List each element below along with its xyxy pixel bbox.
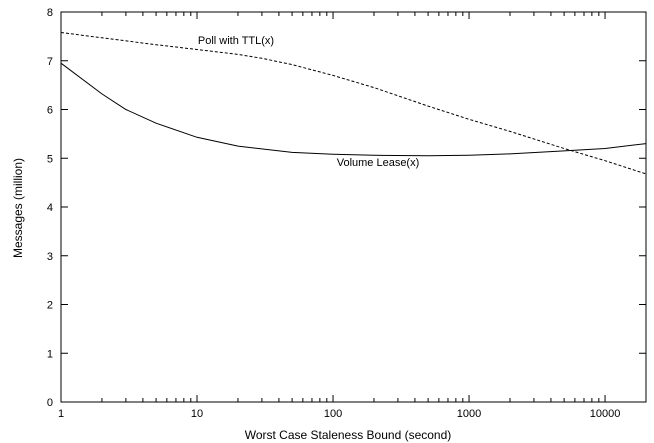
- x-tick-label: 1: [58, 408, 64, 420]
- y-axis: 0 1 2 3 4 5 6 7 8: [47, 7, 646, 409]
- series-label-poll-with-ttl: Poll with TTL(x): [198, 35, 274, 47]
- series-label-volume-lease: Volume Lease(x): [337, 157, 420, 169]
- y-tick-label: 7: [47, 56, 53, 68]
- y-tick-label: 6: [47, 105, 53, 117]
- plot-frame: [60, 11, 647, 403]
- x-tick-label: 1000: [457, 408, 481, 420]
- series-line-volume-lease: [60, 62, 647, 157]
- x-axis-label: Worst Case Staleness Bound (second): [245, 428, 452, 442]
- x-tick-label: 10: [191, 408, 203, 420]
- y-tick-label: 0: [47, 397, 53, 409]
- y-tick-label: 1: [47, 348, 53, 360]
- x-tick-label: 10000: [590, 408, 621, 420]
- y-tick-label: 3: [47, 251, 53, 263]
- series-layer: [60, 32, 647, 175]
- y-tick-label: 8: [47, 7, 53, 19]
- annotations: Poll with TTL(x) Volume Lease(x): [198, 35, 419, 169]
- y-tick-label: 2: [47, 300, 53, 312]
- y-axis-label: Messages (million): [11, 158, 25, 258]
- x-axis: 1 10 100 1000 10000: [58, 12, 647, 420]
- y-tick-label: 5: [47, 153, 53, 165]
- y-tick-label: 4: [47, 202, 53, 214]
- plot-border: [60, 11, 647, 403]
- x-tick-label: 100: [324, 408, 342, 420]
- series-line-poll-with-ttl: [60, 32, 647, 175]
